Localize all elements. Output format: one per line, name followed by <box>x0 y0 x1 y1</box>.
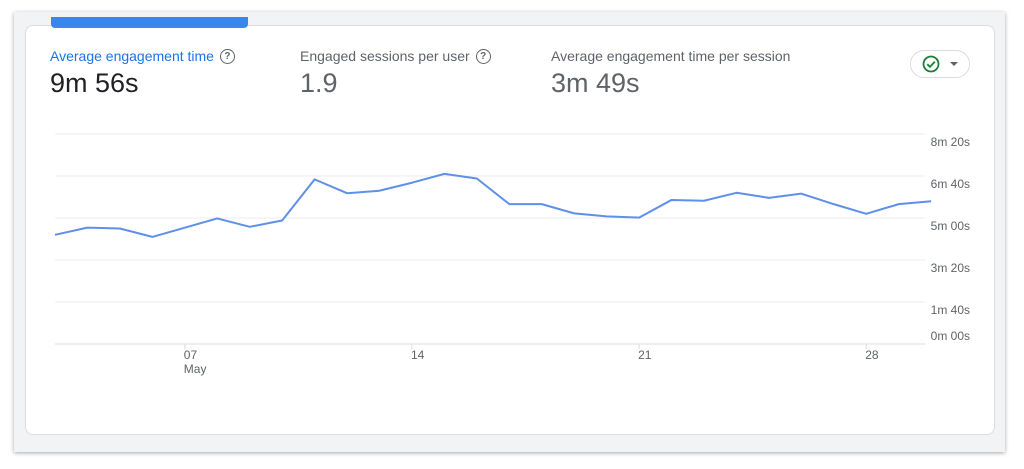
y-tick-label: 3m 20s <box>931 261 970 275</box>
y-tick-label: 6m 40s <box>931 177 970 191</box>
y-tick-label: 0m 00s <box>931 329 970 343</box>
x-tick-label: 21 <box>638 348 652 362</box>
check-circle-icon <box>922 55 939 73</box>
y-tick-label: 8m 20s <box>931 135 970 149</box>
metric-label: Average engagement time per session <box>551 48 791 64</box>
series-line <box>54 172 932 238</box>
metric-value: 9m 56s <box>50 68 139 98</box>
metric-average-engagement-time[interactable]: Average engagement time? 9m 56s <box>50 48 235 99</box>
metric-label: Average engagement time <box>50 48 214 64</box>
help-icon[interactable]: ? <box>219 48 235 64</box>
y-tick-label: 1m 40s <box>931 303 970 317</box>
x-tick-sublabel: May <box>184 362 207 376</box>
engagement-card <box>25 25 995 435</box>
compare-dropdown-button[interactable] <box>910 50 970 78</box>
metric-engaged-sessions-per-user[interactable]: Engaged sessions per user? 1.9 <box>300 48 491 99</box>
selected-tab-indicator <box>51 17 248 28</box>
caret-down-icon <box>949 62 958 66</box>
metric-engagement-time-per-session[interactable]: Average engagement time per session 3m 4… <box>551 48 790 99</box>
x-tick-label: 28 <box>865 348 879 362</box>
metric-label: Engaged sessions per user <box>300 48 470 64</box>
x-tick-label: 07 <box>184 348 198 362</box>
y-tick-label: 5m 00s <box>931 219 970 233</box>
help-icon[interactable]: ? <box>475 48 491 64</box>
metric-value: 3m 49s <box>551 68 640 98</box>
metric-value: 1.9 <box>300 68 338 98</box>
x-tick-label: 14 <box>411 348 425 362</box>
